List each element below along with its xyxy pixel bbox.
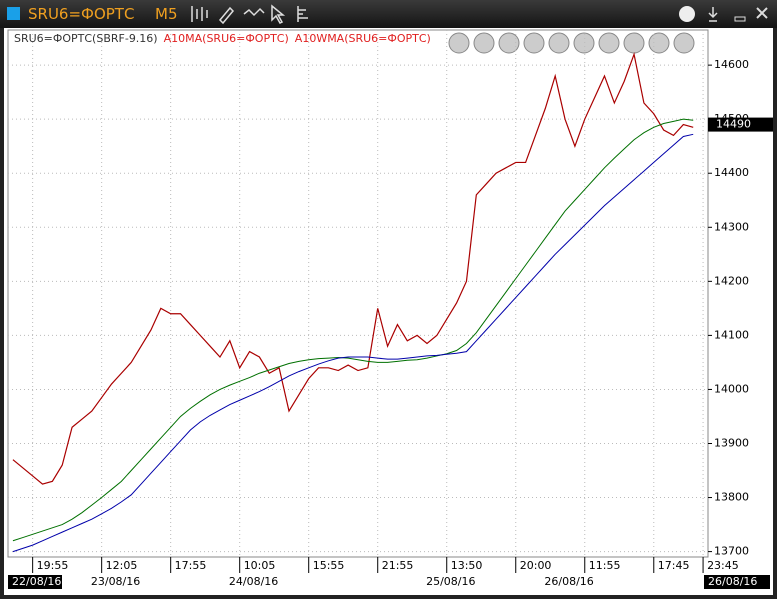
x-tick-label: 19:55 [37,559,69,572]
date-label: 22/08/16 [12,575,61,588]
y-tick-label: 14300 [714,220,749,233]
last-price-box [708,117,773,132]
nav-button[interactable] [573,32,595,54]
y-tick-label: 13900 [714,436,749,449]
symbol[interactable]: SRU6=ФОРТС [28,5,135,23]
x-tick-label: 10:05 [244,559,276,572]
y-tick-label: 14400 [714,166,749,179]
nav-button-bg [448,32,470,54]
legend-entry: SRU6=ФОРТС(SBRF-9.16) [14,32,158,45]
x-tick-label: 17:55 [175,559,207,572]
minimize-button[interactable] [734,16,746,22]
window-buttons [679,6,768,22]
legend-entry: A10MA(SRU6=ФОРТС) [164,32,289,45]
series-line [12,118,694,542]
date-label: 25/08/16 [426,575,475,588]
download-button[interactable] [708,7,718,22]
nav-button[interactable] [473,32,495,54]
timeframe[interactable]: M5 [155,5,178,23]
date-label: 24/08/16 [229,575,278,588]
toolbar [191,4,308,25]
y-tick-label: 14200 [714,274,749,287]
last-date: 26/08/16 [708,575,757,588]
plot-area [7,29,709,558]
icon [7,7,20,20]
candles-button[interactable] [191,6,208,22]
indicators-button[interactable] [243,7,265,17]
nav-button[interactable] [523,32,545,54]
x-tick-label: 20:00 [520,559,552,572]
nav-button[interactable] [498,32,520,54]
nav-button[interactable] [648,32,670,54]
x-tick-label: 21:55 [382,559,414,572]
nav-button[interactable] [623,32,645,54]
legend-entry: A10WMA(SRU6=ФОРТС) [295,32,431,45]
nav-button[interactable] [448,32,470,54]
nav-button-bg [598,32,620,54]
depth-button[interactable] [297,6,308,22]
y-tick-label: 14100 [714,328,749,341]
series-line [12,52,694,485]
date-box [8,575,62,589]
x-tick-label: 12:05 [106,559,138,572]
currency-button[interactable] [679,6,695,22]
nav-button[interactable] [673,32,695,54]
close-button[interactable] [756,7,768,19]
nav-button[interactable] [598,32,620,54]
date-label: 23/08/16 [91,575,140,588]
date-label: 26/08/16 [544,575,593,588]
y-tick-label: 13800 [714,491,749,504]
nav-button[interactable] [548,32,570,54]
nav-button-bg [623,32,645,54]
nav-button-bg [648,32,670,54]
y-tick-label: 13700 [714,545,749,558]
nav-button-bg [523,32,545,54]
nav-button-bg [673,32,695,54]
x-tick-label: 23:45 [707,559,739,572]
last-date-box [704,575,770,589]
chart: 13700 13800 13900 14000 14100 14200 14300 14400… [4,28,773,595]
x-tick-label: 17:45 [658,559,690,572]
title-bar: SRU6=ФОРТС M5 [0,0,777,28]
x-tick-label: 15:55 [313,559,345,572]
y-tick-label: 14000 [714,382,749,395]
navigation [448,32,695,54]
draw-button[interactable] [218,6,235,25]
x-tick-label: 13:50 [451,559,483,572]
nav-button-bg [473,32,495,54]
nav-button-bg [573,32,595,54]
cursor-button[interactable] [271,4,286,24]
series-line [12,133,694,553]
nav-button-bg [548,32,570,54]
y-tick-label: 14600 [714,58,749,71]
x-tick-label: 11:55 [589,559,621,572]
last-price: 14490 [716,118,751,131]
nav-button-bg [498,32,520,54]
